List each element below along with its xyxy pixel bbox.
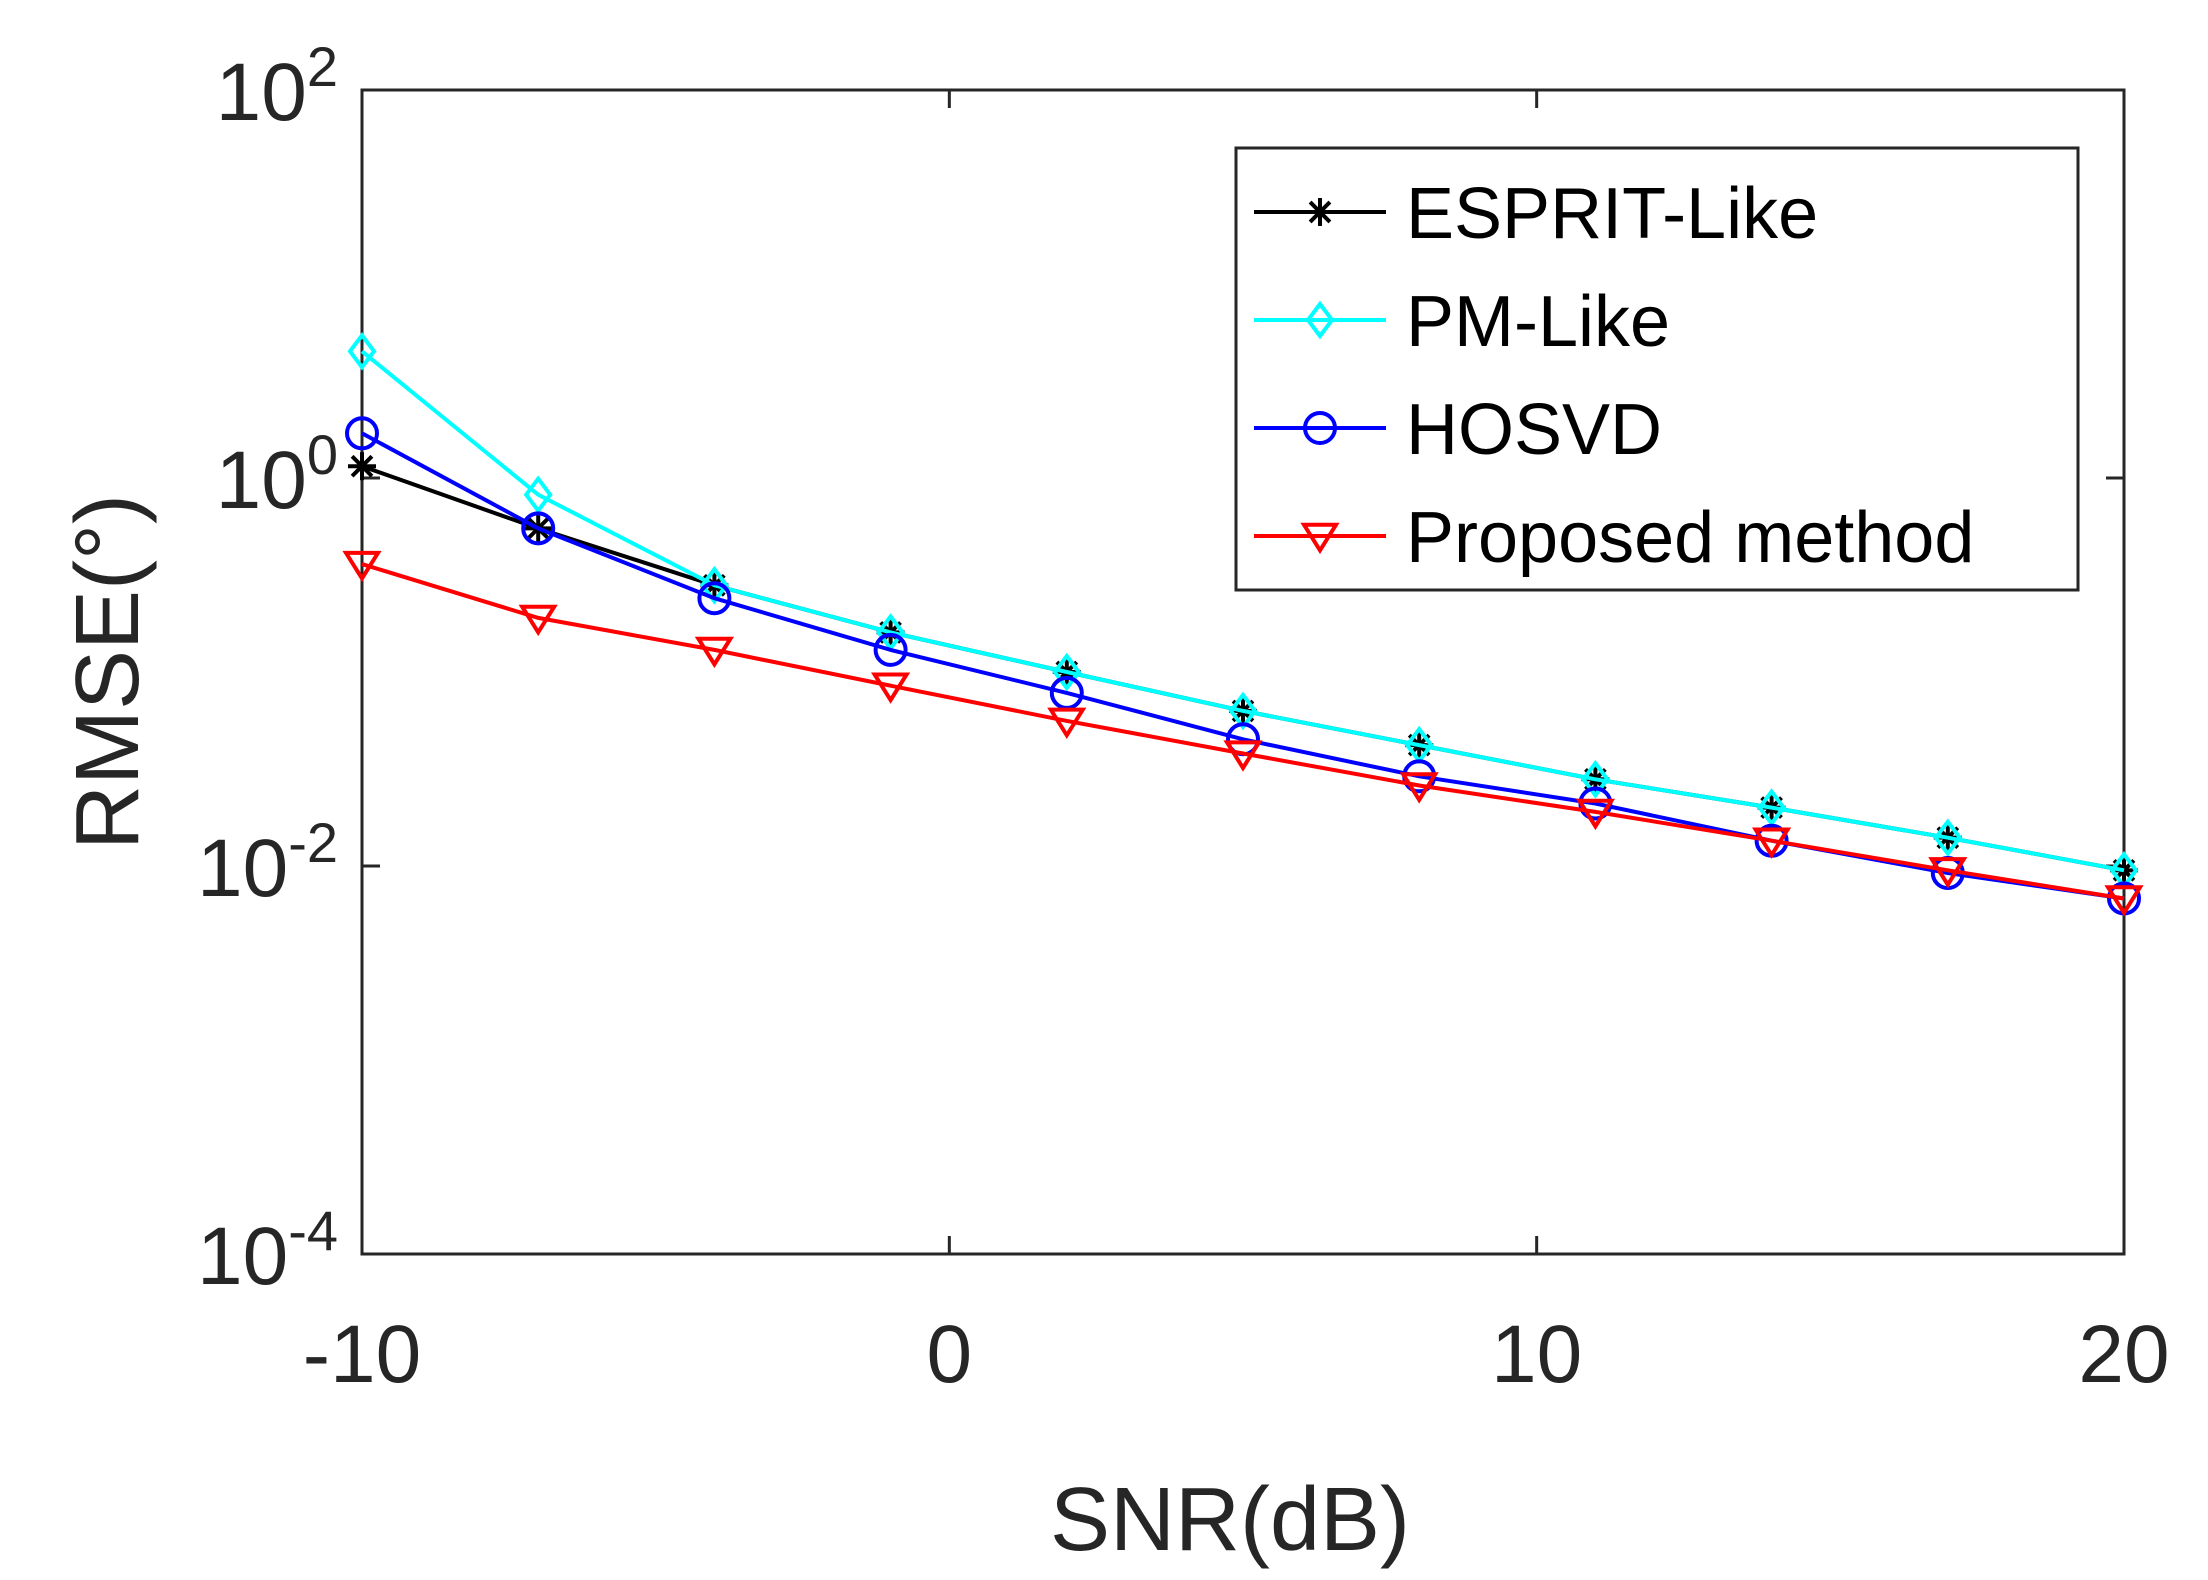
- data-point: [1575, 798, 1616, 831]
- legend-box: [1234, 146, 2080, 592]
- data-point: [1757, 788, 1787, 827]
- legend: ESPRIT-Like PM-Like HOSVD Proposed method: [1234, 146, 2080, 592]
- data-point: [342, 550, 382, 583]
- y-axis-title: RMSE(°): [58, 494, 158, 850]
- data-point: [1052, 652, 1082, 692]
- data-point: [348, 452, 376, 481]
- legend-item: PM-Like: [1254, 282, 1670, 362]
- data-point: [873, 632, 908, 667]
- x-tick-label: 0: [927, 1309, 973, 1400]
- data-point: [2104, 885, 2144, 917]
- data-point: [1223, 740, 1263, 772]
- legend-marker: [1303, 411, 1337, 445]
- data-point: [1580, 759, 1610, 799]
- y-tick-label: 10-4: [197, 1199, 338, 1302]
- y-tick-exponent: -2: [288, 811, 338, 874]
- y-tick-base: 10: [216, 47, 307, 138]
- data-point: [870, 672, 911, 704]
- series-group: [342, 331, 2144, 917]
- y-tick-exponent: 0: [307, 423, 338, 486]
- data-point: [1933, 818, 1963, 857]
- legend-item: HOSVD: [1254, 390, 1662, 470]
- series-pm-like: [347, 331, 2139, 890]
- data-point: [1928, 857, 1968, 889]
- legend-marker: [1305, 300, 1335, 340]
- data-point: [345, 416, 379, 451]
- y-tick-exponent: 2: [307, 35, 338, 98]
- series-proposed-method: [342, 550, 2144, 917]
- data-point: [518, 604, 558, 637]
- series-line: [361, 562, 2125, 901]
- y-tick-base: 10: [197, 1211, 288, 1302]
- data-point: [1751, 827, 1792, 859]
- x-tick-label: 20: [2078, 1309, 2169, 1400]
- legend-label: ESPRIT-Like: [1406, 174, 1818, 254]
- legend-marker-stroke: [1308, 200, 1332, 224]
- data-point: [694, 636, 735, 669]
- data-point: [521, 511, 556, 546]
- data-point: [1047, 707, 1087, 740]
- data-point: [1399, 772, 1439, 804]
- legend-item: ESPRIT-Like: [1254, 174, 1818, 254]
- y-tick-label: 10-2: [197, 811, 338, 914]
- x-axis-title: SNR(dB): [1050, 1470, 1410, 1570]
- data-point: [697, 581, 732, 616]
- legend-item: Proposed method: [1254, 498, 1974, 578]
- data-point: [347, 331, 377, 371]
- data-point-stroke: [350, 454, 374, 478]
- y-tick-label: 102: [216, 35, 338, 138]
- x-tick-label: 10: [1491, 1309, 1582, 1400]
- legend-label: HOSVD: [1406, 390, 1662, 470]
- axes-frame-group: [360, 88, 2126, 1256]
- legend-label: PM-Like: [1406, 282, 1670, 362]
- data-point: [1228, 691, 1258, 731]
- data-point: [523, 475, 553, 515]
- legend-label: Proposed method: [1406, 498, 1974, 578]
- data-point: [699, 565, 729, 605]
- y-tick-base: 10: [197, 823, 288, 914]
- legend-marker: [1300, 522, 1340, 555]
- y-tick-label: 100: [216, 423, 338, 526]
- y-tick-exponent: -4: [288, 1199, 338, 1262]
- x-tick-label: -10: [303, 1309, 422, 1400]
- series-line: [360, 349, 2125, 873]
- axes-box: [360, 88, 2126, 1256]
- legend-marker: [1306, 198, 1334, 226]
- y-tick-base: 10: [216, 435, 307, 526]
